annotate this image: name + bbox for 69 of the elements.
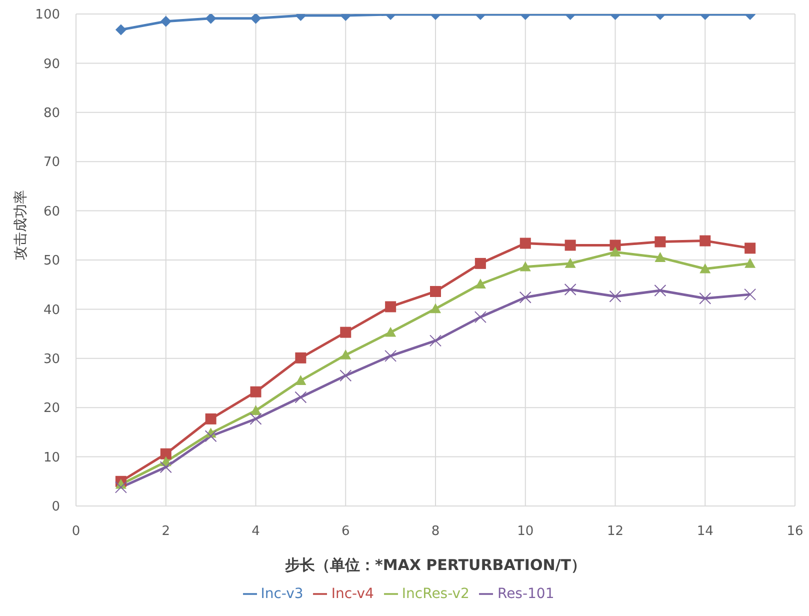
y-tick-label: 0	[52, 500, 60, 515]
point	[744, 258, 756, 268]
point	[205, 14, 216, 24]
point	[700, 235, 711, 246]
point	[654, 284, 666, 297]
point	[205, 413, 216, 424]
y-tick-label: 90	[43, 56, 60, 72]
point	[610, 240, 621, 251]
point	[250, 14, 262, 24]
x-tick-label: 10	[517, 524, 534, 540]
point	[564, 240, 576, 251]
legend-label: IncRes-v2	[402, 586, 470, 602]
x-tick-label: 6	[341, 524, 350, 540]
point	[430, 303, 441, 314]
x-tick-label: 2	[162, 524, 170, 540]
point	[699, 292, 712, 304]
point	[654, 236, 666, 248]
point	[385, 301, 396, 312]
x-tick-label: 0	[72, 524, 80, 540]
y-tick-label: 60	[43, 204, 60, 220]
point	[474, 278, 486, 289]
point	[250, 412, 262, 425]
legend-label: Inc-v4	[331, 586, 374, 602]
point	[340, 370, 352, 382]
x-tick-label: 12	[606, 524, 624, 540]
point	[520, 238, 531, 249]
point	[160, 448, 172, 460]
point	[520, 261, 531, 272]
point	[295, 352, 306, 364]
point	[384, 350, 397, 362]
x-tick-label: 8	[431, 524, 440, 540]
y-tick-label: 80	[43, 106, 60, 122]
point	[294, 391, 307, 404]
legend-label: Res-101	[497, 586, 554, 602]
point	[204, 430, 217, 442]
point	[250, 386, 262, 398]
y-tick-label: 70	[43, 155, 60, 170]
y-tick-label: 100	[35, 8, 60, 23]
point	[295, 375, 306, 385]
point	[474, 258, 486, 269]
point	[519, 291, 532, 304]
point	[610, 246, 621, 257]
y-tick-label: 30	[43, 352, 60, 368]
point	[700, 263, 711, 274]
point	[564, 284, 576, 296]
point	[114, 481, 127, 494]
point	[340, 326, 352, 338]
point	[474, 311, 486, 324]
point	[609, 290, 622, 302]
point	[430, 334, 442, 347]
point	[744, 242, 756, 254]
point	[744, 288, 756, 300]
point	[385, 326, 396, 337]
point	[654, 252, 666, 262]
y-axis-title: 攻击成功率	[12, 190, 29, 260]
point	[160, 461, 172, 474]
x-tick-label: 4	[252, 524, 260, 540]
y-tick-label: 50	[43, 254, 60, 269]
x-tick-label: 16	[786, 524, 804, 540]
point	[564, 258, 576, 268]
legend-label: Inc-v3	[260, 586, 304, 602]
y-tick-label: 20	[43, 401, 60, 416]
y-tick-label: 40	[43, 302, 60, 318]
x-axis-title: 步长（单位：*MAX PERTURBATION/T）	[284, 556, 586, 574]
point	[430, 286, 441, 297]
point	[250, 405, 262, 415]
x-tick-label: 14	[696, 524, 714, 540]
y-tick-label: 10	[43, 450, 60, 466]
point	[340, 349, 352, 360]
